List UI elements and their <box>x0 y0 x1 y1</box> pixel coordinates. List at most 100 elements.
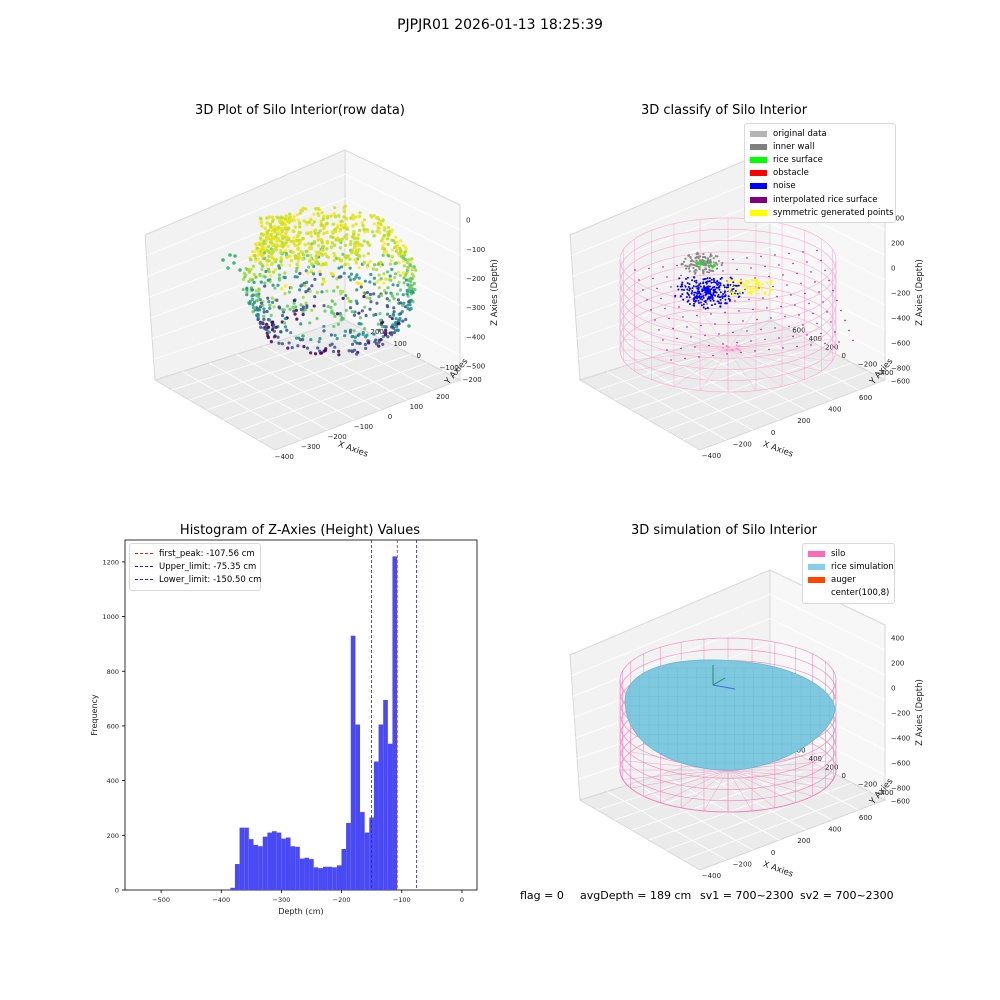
classify-silo-wireframe-spoke <box>634 328 729 351</box>
classify-inner-wall-point <box>706 259 709 262</box>
raw-data-point <box>335 225 339 230</box>
raw-data-point <box>390 254 394 258</box>
raw-data-point <box>383 333 388 337</box>
raw-data-point <box>352 277 356 281</box>
raw-data-point <box>364 313 368 318</box>
classify-noise-point <box>699 301 702 304</box>
classify-symmetric-point <box>748 291 751 294</box>
classify-z-axis-label: Z Axies (Depth) <box>915 259 925 326</box>
raw-data-point <box>260 245 265 249</box>
sim-y-tick-label: 0 <box>842 772 846 780</box>
raw-data-point <box>275 227 279 231</box>
classify-symmetric-point <box>745 286 749 289</box>
classify-silo-wireframe-spoke <box>727 328 822 351</box>
raw-data-point <box>354 215 358 219</box>
classify-grid-line <box>665 362 853 431</box>
raw-data-point <box>362 218 367 222</box>
classify-interpolated-point <box>794 304 796 306</box>
legend-entry-auger: auger <box>808 573 889 586</box>
classify-interpolated-point <box>826 311 828 313</box>
classify-grid-line <box>634 362 754 431</box>
classify-noise-point <box>692 297 695 300</box>
classify-noise-point <box>680 288 683 291</box>
raw-data-point <box>277 231 281 236</box>
raw-data-point <box>272 323 276 327</box>
raw-data-point <box>357 266 361 270</box>
raw-data-point <box>299 322 303 326</box>
classify-inner-wall-point <box>714 255 717 258</box>
raw-data-point <box>343 243 348 248</box>
raw-data-point <box>402 276 406 280</box>
classify-noise-point <box>723 286 726 289</box>
classify-inner-wall-point <box>704 267 708 271</box>
classify-noise-point <box>693 304 696 307</box>
classify-symmetric-point <box>735 282 739 286</box>
classify-interpolated-point <box>666 349 668 351</box>
classify-symmetric-point <box>733 293 736 296</box>
classify-original-point <box>732 349 735 352</box>
classify-symmetric-point <box>742 283 746 286</box>
sim-x-tick-label: 400 <box>828 826 841 834</box>
raw-data-point <box>272 329 276 333</box>
raw-data-point <box>409 298 413 302</box>
raw-data-point <box>338 246 343 250</box>
raw-data-point <box>375 280 379 284</box>
classify-rice-surface-point <box>694 261 697 264</box>
raw-data-point <box>375 216 379 220</box>
raw-data-point <box>293 254 298 259</box>
raw-data-point <box>251 264 256 268</box>
raw-data-point <box>393 323 397 327</box>
raw-data-point <box>333 345 337 349</box>
raw-data-point <box>396 270 400 274</box>
histogram-y-tick-label: 1000 <box>102 613 119 621</box>
raw-point-cloud <box>221 204 418 357</box>
classify-interpolated-point <box>726 280 728 282</box>
raw-data-point <box>330 272 334 276</box>
raw-grid-line <box>209 362 329 431</box>
classify-interpolated-point <box>700 324 702 327</box>
classify-interpolated-point <box>728 321 730 324</box>
raw-y-tick-label: 100 <box>394 340 407 348</box>
classify-noise-point <box>693 294 696 297</box>
classify-noise-point <box>680 283 683 286</box>
classify-inner-wall-point <box>700 261 703 264</box>
classify-inner-wall-point <box>702 272 705 275</box>
raw-data-point <box>330 229 335 234</box>
classify-noise-point <box>677 288 680 291</box>
raw-data-point <box>366 241 370 245</box>
classify-noise-point <box>701 288 704 291</box>
classify-interpolated-point <box>782 274 784 276</box>
histogram-bar <box>230 887 235 890</box>
classify-noise-point <box>719 291 722 294</box>
raw-data-point <box>308 321 312 325</box>
classify-noise-point <box>702 281 705 284</box>
raw-data-point <box>396 298 401 302</box>
raw-data-point <box>250 298 254 302</box>
raw-data-point <box>376 221 380 225</box>
legend-entry-first-peak: first_peak: -107.56 cm <box>135 547 255 560</box>
raw-data-point <box>321 277 326 281</box>
classify-noise-point <box>741 291 744 294</box>
classify-silo-wireframe-spoke <box>673 313 729 351</box>
classify-interpolated-point <box>774 327 776 329</box>
raw-data-point <box>252 272 256 277</box>
raw-data-point <box>404 273 408 278</box>
classify-original-point <box>738 345 741 348</box>
classify-interpolated-point <box>722 343 724 345</box>
classify-interpolated-point <box>834 331 836 333</box>
classify-interpolated-point <box>670 286 672 288</box>
raw-grid-line <box>240 362 428 431</box>
raw-data-point <box>407 258 411 262</box>
raw-data-point <box>351 217 355 221</box>
raw-data-point <box>294 269 298 273</box>
status-sv2: sv2 = 700~2300 <box>800 889 894 902</box>
raw-data-point <box>289 286 293 290</box>
classify-silo-wireframe-spoke <box>699 349 729 391</box>
classify-inner-wall-point <box>695 255 699 259</box>
raw-data-point <box>252 280 256 285</box>
raw-data-point <box>354 299 359 303</box>
raw-data-point <box>380 321 384 325</box>
raw-data-point <box>354 275 358 279</box>
classify-original-point <box>735 344 738 347</box>
raw-data-point <box>332 251 336 256</box>
